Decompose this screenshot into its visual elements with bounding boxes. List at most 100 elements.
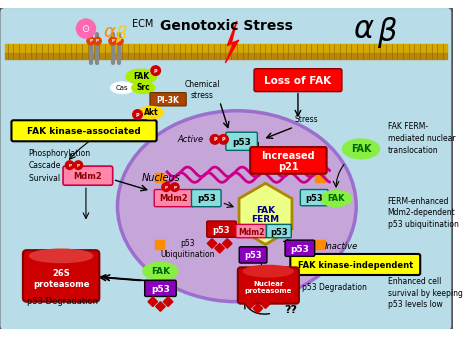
Text: Phosphorylation
Cascade
Survival Signals: Phosphorylation Cascade Survival Signals — [28, 149, 91, 183]
Text: PI-3K: PI-3K — [156, 96, 180, 105]
Text: FAK: FAK — [256, 206, 275, 215]
Text: $\alpha$: $\alpha$ — [103, 23, 117, 41]
FancyBboxPatch shape — [236, 224, 266, 238]
Circle shape — [210, 134, 219, 144]
Polygon shape — [225, 21, 239, 63]
Text: Nuclear
proteasome: Nuclear proteasome — [245, 281, 292, 294]
FancyBboxPatch shape — [23, 250, 100, 302]
Polygon shape — [239, 183, 292, 244]
Text: p53: p53 — [270, 227, 288, 237]
Text: p53: p53 — [151, 285, 170, 294]
Text: Mdm2: Mdm2 — [159, 194, 188, 203]
Text: p53: p53 — [232, 138, 251, 147]
Text: p53: p53 — [213, 225, 230, 235]
Text: FAK FERM-
mediated nuclear
translocation: FAK FERM- mediated nuclear translocation — [388, 122, 456, 155]
Ellipse shape — [138, 106, 164, 119]
Text: P: P — [154, 69, 157, 73]
Polygon shape — [215, 243, 224, 253]
FancyBboxPatch shape — [63, 166, 113, 185]
Circle shape — [109, 37, 117, 45]
Text: p53: p53 — [291, 245, 310, 254]
Text: Stress: Stress — [294, 115, 318, 124]
FancyBboxPatch shape — [238, 267, 299, 304]
Polygon shape — [222, 239, 232, 248]
Text: P: P — [173, 186, 176, 190]
FancyBboxPatch shape — [154, 189, 193, 207]
Text: Nucleus: Nucleus — [141, 174, 180, 183]
Text: Enhanced cell
survival by keeping
p53 levels low: Enhanced cell survival by keeping p53 le… — [388, 277, 463, 309]
Text: $\alpha$: $\alpha$ — [353, 15, 375, 44]
Circle shape — [151, 66, 160, 75]
Polygon shape — [207, 239, 217, 248]
Text: FAK: FAK — [351, 144, 371, 154]
FancyBboxPatch shape — [226, 132, 257, 150]
Polygon shape — [148, 297, 157, 306]
Bar — [315, 173, 325, 182]
Text: 26S
proteasome: 26S proteasome — [33, 269, 90, 289]
FancyBboxPatch shape — [0, 7, 453, 331]
Text: P: P — [222, 137, 225, 142]
Text: Increased
p21: Increased p21 — [262, 151, 315, 172]
Text: Mdm2: Mdm2 — [73, 172, 102, 181]
Circle shape — [219, 134, 228, 144]
Text: p53 Degradation: p53 Degradation — [27, 297, 98, 306]
FancyBboxPatch shape — [250, 147, 327, 174]
FancyBboxPatch shape — [266, 224, 292, 238]
Text: p53: p53 — [305, 194, 323, 203]
Text: FERM-enhanced
Mdm2-dependent
p53 ubiquitination: FERM-enhanced Mdm2-dependent p53 ubiquit… — [388, 197, 459, 229]
Text: P: P — [89, 39, 92, 43]
Text: p53: p53 — [244, 251, 262, 261]
Bar — [315, 240, 325, 249]
FancyBboxPatch shape — [290, 254, 420, 275]
Text: FAK: FAK — [133, 72, 149, 81]
Text: $\beta$: $\beta$ — [115, 23, 128, 45]
Text: P: P — [77, 164, 80, 167]
Ellipse shape — [126, 69, 156, 84]
Text: Active: Active — [178, 135, 204, 144]
Bar — [5, 44, 447, 54]
Text: p53: p53 — [197, 194, 216, 203]
Polygon shape — [253, 304, 263, 313]
Circle shape — [133, 110, 142, 119]
Circle shape — [74, 161, 82, 170]
Text: $\beta$: $\beta$ — [377, 15, 398, 50]
Ellipse shape — [143, 263, 178, 280]
Polygon shape — [261, 299, 270, 308]
Circle shape — [76, 19, 95, 38]
Text: P: P — [213, 137, 217, 142]
Text: P: P — [136, 113, 139, 118]
FancyBboxPatch shape — [285, 240, 315, 256]
Text: Mdm2: Mdm2 — [238, 227, 264, 237]
FancyBboxPatch shape — [145, 280, 176, 297]
Text: Chemical
stress: Chemical stress — [185, 80, 220, 100]
Text: P: P — [118, 39, 121, 43]
FancyBboxPatch shape — [254, 69, 342, 92]
Text: FAK: FAK — [328, 194, 345, 203]
Text: P: P — [96, 39, 99, 43]
Bar — [155, 173, 164, 182]
Text: P: P — [164, 186, 168, 190]
FancyBboxPatch shape — [301, 189, 328, 206]
Circle shape — [87, 37, 94, 45]
Ellipse shape — [321, 191, 351, 206]
Circle shape — [162, 183, 171, 191]
Text: Src: Src — [137, 83, 150, 92]
Polygon shape — [246, 299, 255, 308]
Bar — [155, 240, 164, 249]
Ellipse shape — [132, 82, 155, 94]
Text: FERM: FERM — [251, 215, 280, 224]
Text: Akt: Akt — [144, 108, 158, 117]
Text: Cas: Cas — [116, 85, 128, 91]
Text: P: P — [111, 39, 114, 43]
Text: Genotoxic Stress: Genotoxic Stress — [160, 19, 293, 33]
Ellipse shape — [244, 266, 293, 277]
Text: FAK kinase-independent: FAK kinase-independent — [298, 261, 413, 270]
FancyBboxPatch shape — [239, 247, 267, 263]
Ellipse shape — [343, 140, 379, 158]
Circle shape — [171, 183, 179, 191]
Text: P: P — [68, 164, 71, 167]
Polygon shape — [155, 302, 165, 311]
FancyBboxPatch shape — [150, 93, 186, 106]
Ellipse shape — [111, 82, 134, 94]
Bar — [155, 192, 164, 202]
